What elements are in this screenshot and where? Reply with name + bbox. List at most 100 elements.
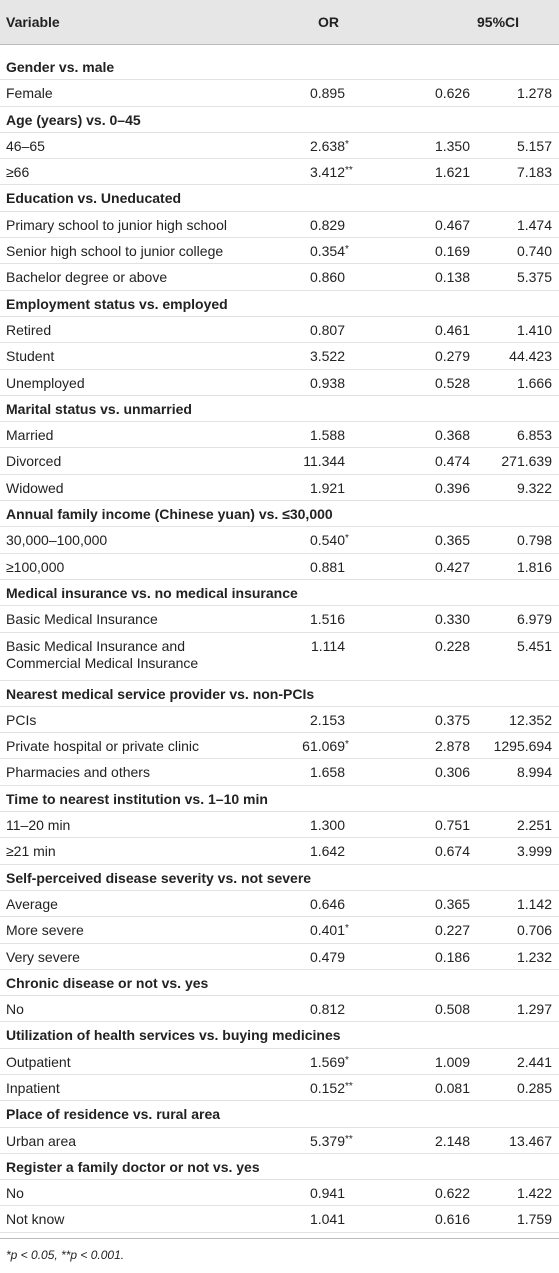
variable-label: Bachelor degree or above (6, 269, 168, 286)
ci-high: 9.322 (516, 479, 552, 496)
data-row: Senior high school to junior college 0.35… (0, 238, 559, 265)
odds-ratio: 0.941 (309, 1185, 345, 1202)
ci-high: 1.297 (516, 1001, 552, 1018)
ci-low: 0.365 (434, 895, 470, 912)
ci-low: 0.169 (434, 243, 470, 260)
odds-ratio: 11.344 (303, 453, 345, 470)
ci-low: 1.621 (434, 164, 470, 181)
data-row: Bachelor degree or above 0.860 0.138 5.375 (0, 264, 559, 291)
variable-label: No (6, 1185, 24, 1202)
data-row: Female 0.895 0.626 1.278 (0, 80, 559, 107)
variable-label: Inpatient (6, 1079, 60, 1096)
ci-high: 1.142 (516, 895, 552, 912)
ci-high: 5.451 (516, 637, 552, 654)
odds-ratio: 0.895 (309, 85, 345, 102)
header-cell: 95%CI (477, 14, 520, 30)
odds-ratio: 2.153 (309, 711, 345, 728)
group-title: Annual family income (Chinese yuan) vs. … (6, 506, 333, 523)
footnote: *p < 0.05, **p < 0.001. (6, 1248, 125, 1262)
variable-label: Divorced (6, 453, 62, 470)
ci-high: 5.157 (516, 137, 552, 154)
data-row: 46–65 2.638 * 1.350 5.157 (0, 133, 559, 160)
data-row: Pharmacies and others 1.658 0.306 8.994 (0, 759, 559, 786)
variable-label: Average (6, 895, 58, 912)
significance: * (345, 533, 349, 545)
ci-high: 2.441 (516, 1053, 552, 1070)
variable-label: ≥100,000 (6, 558, 65, 575)
odds-ratio: 0.807 (309, 321, 345, 338)
variable-label: Outpatient (6, 1053, 71, 1070)
significance: ** (345, 165, 353, 177)
ci-high: 13.467 (509, 1132, 552, 1149)
data-row: ≥66 3.412 ** 1.621 7.183 (0, 159, 559, 186)
odds-ratio: 0.646 (309, 895, 345, 912)
header-cell: Variable (6, 14, 60, 30)
ci-low: 0.330 (434, 611, 470, 628)
ci-low: 0.306 (434, 764, 470, 781)
ci-low: 0.626 (434, 85, 470, 102)
odds-ratio: 0.829 (309, 216, 345, 233)
data-row: Not know 1.041 0.616 1.759 (0, 1206, 559, 1233)
data-row: Private hospital or private clinic 61.069… (0, 733, 559, 760)
odds-ratio: 0.812 (309, 1001, 345, 1018)
ci-low: 0.674 (434, 843, 470, 860)
odds-ratio: 1.642 (309, 843, 345, 860)
odds-ratio: 1.041 (309, 1211, 345, 1228)
table-body: Gender vs. male Female 0.895 0.626 1.278 Age … (0, 54, 559, 1233)
variable-label: Urban area (6, 1132, 77, 1149)
ci-low: 0.474 (434, 453, 470, 470)
data-row: Primary school to junior high school 0.82… (0, 212, 559, 239)
data-row: Retired 0.807 0.461 1.410 (0, 317, 559, 344)
data-row: Outpatient 1.569 * 1.009 2.441 (0, 1049, 559, 1075)
variable-label: Not know (6, 1211, 65, 1228)
odds-ratio: 0.479 (309, 948, 345, 965)
odds-ratio: 1.300 (309, 817, 345, 834)
ci-low: 2.148 (434, 1132, 470, 1149)
variable-label: Basic Medical Insurance (6, 611, 158, 628)
odds-ratio: 2.638 (309, 137, 345, 154)
odds-ratio: 1.588 (309, 427, 345, 444)
ci-high: 1.474 (516, 216, 552, 233)
ci-high: 1.666 (516, 374, 552, 391)
ci-high: 1.232 (516, 948, 552, 965)
ci-low: 1.009 (434, 1053, 470, 1070)
group-title: Education vs. Uneducated (6, 190, 182, 207)
significance: * (345, 1054, 349, 1066)
data-row: 11–20 min 1.300 0.751 2.251 (0, 812, 559, 839)
ci-low: 0.227 (434, 922, 470, 939)
group-title: Employment status vs. employed (6, 295, 228, 312)
data-row: Average 0.646 0.365 1.142 (0, 891, 559, 918)
ci-high: 1.278 (516, 85, 552, 102)
data-row: Married 1.588 0.368 6.853 (0, 422, 559, 449)
group-row: Time to nearest institution vs. 1–10 min (0, 786, 559, 813)
odds-ratio: 0.152 (309, 1079, 345, 1096)
variable-label: Female (6, 85, 53, 102)
variable-label: Basic Medical Insurance and Commercial M… (6, 637, 199, 671)
ci-low: 0.751 (434, 817, 470, 834)
group-row: Medical insurance vs. no medical insuran… (0, 580, 559, 607)
data-row: PCIs 2.153 0.375 12.352 (0, 707, 559, 734)
variable-label: Unemployed (6, 374, 85, 391)
variable-label: Widowed (6, 479, 64, 496)
ci-high: 1.759 (516, 1211, 552, 1228)
group-title: Nearest medical service provider vs. non… (6, 685, 315, 702)
variable-label: 11–20 min (6, 817, 71, 834)
group-row: Education vs. Uneducated (0, 185, 559, 212)
data-row: No 0.941 0.622 1.422 (0, 1180, 559, 1207)
ci-low: 0.368 (434, 427, 470, 444)
variable-label: Student (6, 348, 55, 365)
data-row: No 0.812 0.508 1.297 (0, 996, 559, 1023)
significance: * (345, 739, 349, 751)
data-row: Very severe 0.479 0.186 1.232 (0, 944, 559, 970)
variable-label: 46–65 (6, 137, 45, 154)
significance: ** (345, 1080, 353, 1092)
ci-low: 0.375 (434, 711, 470, 728)
variable-label: Married (6, 427, 54, 444)
ci-low: 0.365 (434, 532, 470, 549)
significance: ** (345, 1133, 353, 1145)
ci-low: 0.279 (434, 348, 470, 365)
significance: * (345, 923, 349, 935)
ci-high: 271.639 (501, 453, 552, 470)
group-row: Gender vs. male (0, 54, 559, 81)
